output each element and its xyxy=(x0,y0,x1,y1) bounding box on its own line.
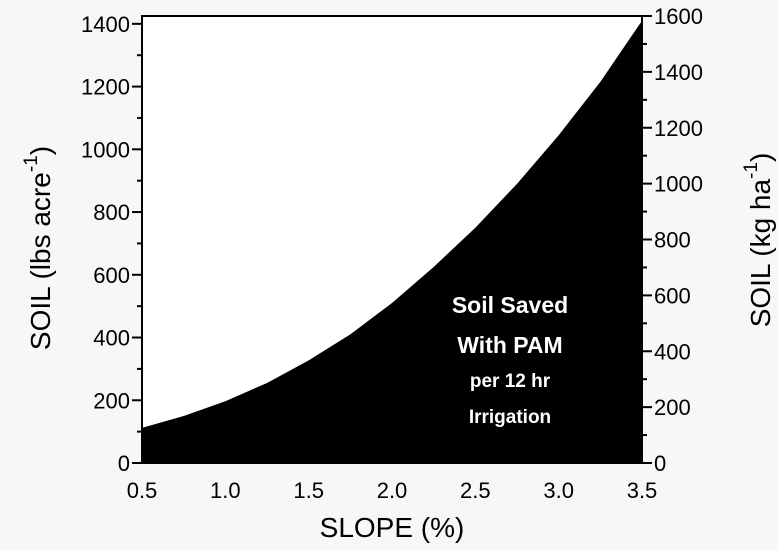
y2-axis-title-close: ) xyxy=(745,153,776,162)
y-tick-label: 1400 xyxy=(81,12,130,37)
y2-tick-label: 1200 xyxy=(654,116,703,141)
y-axis-title-text: SOIL (lbs acre xyxy=(25,172,56,350)
y2-axis-title-text: SOIL (kg ha xyxy=(745,179,776,328)
y-tick-label: 400 xyxy=(93,326,130,351)
x-tick-label: 3.0 xyxy=(543,478,574,503)
svg-text:SOIL (lbs acre-1): SOIL (lbs acre-1) xyxy=(21,146,56,350)
x-tick-label: 3.5 xyxy=(627,478,658,503)
y2-tick-label: 600 xyxy=(654,283,691,308)
x-tick-label: 1.0 xyxy=(210,478,241,503)
y-axis-title-exponent: -1 xyxy=(21,155,42,172)
y-tick-label: 1200 xyxy=(81,75,130,100)
annotation-line-4: Irrigation xyxy=(469,407,551,428)
annotation-line-2: With PAM xyxy=(457,332,562,358)
y2-axis-title: SOIL (kg ha-1) xyxy=(741,153,776,328)
x-tick-label: 2.5 xyxy=(460,478,491,503)
y2-tick-label: 1400 xyxy=(654,60,703,85)
y-tick-label: 800 xyxy=(93,200,130,225)
y2-tick-label: 1600 xyxy=(654,4,703,29)
y2-tick-label: 200 xyxy=(654,395,691,420)
y-tick-label: 200 xyxy=(93,388,130,413)
x-tick-label: 1.5 xyxy=(293,478,324,503)
y-tick-label: 1000 xyxy=(81,137,130,162)
y-axis-title: SOIL (lbs acre-1) xyxy=(21,146,56,350)
y-tick-label: 600 xyxy=(93,263,130,288)
y2-axis-title-exponent: -1 xyxy=(741,162,762,179)
annotation-soil-saved: Soil Saved With PAM per 12 hr Irrigation xyxy=(452,292,568,428)
y2-tick-label: 400 xyxy=(654,339,691,364)
x-tick-label: 0.5 xyxy=(127,478,158,503)
y2-tick-label: 0 xyxy=(654,451,666,476)
annotation-line-1: Soil Saved xyxy=(452,292,568,318)
y-tick-label: 0 xyxy=(118,451,130,476)
x-axis-title: SLOPE (%) xyxy=(320,512,465,543)
y2-tick-label: 1000 xyxy=(654,172,703,197)
svg-text:SOIL (kg ha-1): SOIL (kg ha-1) xyxy=(741,153,776,328)
annotation-line-3: per 12 hr xyxy=(470,371,551,392)
soil-saved-area xyxy=(142,20,642,464)
y2-tick-label: 800 xyxy=(654,228,691,253)
y-axis-title-close: ) xyxy=(25,146,56,155)
x-tick-label: 2.0 xyxy=(377,478,408,503)
plot-frame xyxy=(141,15,643,464)
